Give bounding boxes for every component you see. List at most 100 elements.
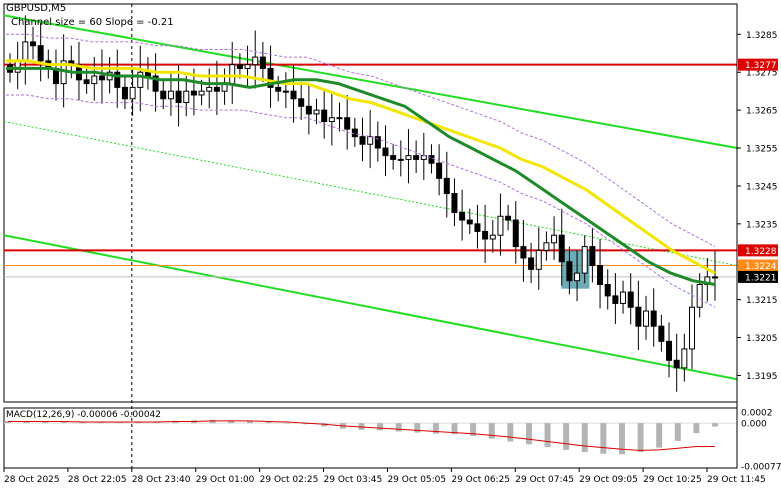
candle-body bbox=[436, 162, 443, 179]
candle-body bbox=[275, 86, 282, 92]
macd-histogram-bar bbox=[488, 423, 495, 439]
y-tick-label: 1.3275 bbox=[746, 69, 778, 79]
candle-body bbox=[551, 234, 558, 244]
candle-body bbox=[137, 71, 144, 88]
candle-body bbox=[666, 340, 673, 361]
candle-body bbox=[459, 211, 466, 221]
macd-histogram-bar bbox=[79, 422, 86, 424]
y-tick-label: 1.3285 bbox=[746, 31, 778, 41]
candle-body bbox=[558, 234, 565, 263]
macd-histogram-bar bbox=[321, 423, 328, 427]
envelope-lower-line bbox=[6, 94, 716, 308]
macd-tick-label: 0.000 bbox=[741, 420, 767, 430]
y-tick-label: 1.3235 bbox=[746, 220, 778, 230]
candle-body bbox=[566, 261, 573, 282]
candle-body bbox=[489, 234, 496, 240]
candle-body bbox=[627, 291, 634, 308]
candle-body bbox=[374, 136, 381, 149]
price-tag bbox=[738, 270, 778, 283]
candle-body bbox=[543, 242, 550, 251]
candle-body bbox=[236, 64, 243, 69]
candle-body bbox=[252, 56, 259, 66]
macd-histogram-bar bbox=[135, 422, 142, 424]
candle-body bbox=[305, 105, 312, 115]
macd-histogram-bar bbox=[284, 423, 291, 424]
macd-histogram-bar bbox=[451, 423, 458, 435]
candle-body bbox=[512, 219, 519, 248]
candle-body bbox=[650, 310, 657, 327]
candle-body bbox=[206, 86, 213, 92]
candle-body bbox=[574, 272, 581, 282]
candle-body bbox=[443, 177, 450, 195]
envelope-upper-line bbox=[6, 33, 716, 248]
x-tick-label: 29 Oct 01:00 bbox=[196, 475, 255, 485]
candle-body bbox=[451, 193, 458, 213]
macd-histogram-bar bbox=[23, 421, 30, 424]
macd-histogram-bar bbox=[209, 419, 216, 424]
macd-label: MACD(12,26,9) -0.00006 -0.00042 bbox=[6, 410, 162, 420]
candle-body bbox=[612, 295, 619, 304]
candle-body bbox=[497, 215, 504, 236]
x-tick-label: 29 Oct 11:45 bbox=[707, 475, 766, 485]
macd-histogram-bar bbox=[42, 421, 49, 424]
candle-body bbox=[382, 147, 389, 157]
price-tag-label: 1.3277 bbox=[745, 61, 777, 71]
candle-body bbox=[121, 86, 128, 100]
candle-body bbox=[390, 155, 397, 160]
symbol-label: GBPUSD,M5 bbox=[6, 3, 67, 14]
candle-body bbox=[658, 325, 665, 342]
macd-histogram-bar bbox=[395, 423, 402, 432]
candle-body bbox=[91, 75, 98, 85]
macd-histogram-bar bbox=[414, 423, 421, 433]
macd-histogram-bar bbox=[581, 423, 588, 453]
macd-histogram-bar bbox=[525, 423, 532, 445]
candle-body bbox=[282, 90, 289, 93]
candle-body bbox=[581, 246, 588, 274]
candle-body bbox=[183, 90, 190, 104]
candle-body bbox=[597, 265, 604, 285]
channel-upper-line bbox=[3, 14, 738, 150]
price-panel-frame bbox=[3, 3, 738, 403]
x-tick-label: 28 Oct 22:05 bbox=[68, 475, 127, 485]
candle-body bbox=[712, 276, 718, 279]
macd-histogram-bar bbox=[618, 423, 625, 455]
x-tick-label: 28 Oct 2025 bbox=[4, 475, 60, 485]
candle-body bbox=[535, 249, 542, 270]
candle-body bbox=[620, 291, 627, 304]
candle-body bbox=[643, 310, 650, 327]
candle-body bbox=[175, 90, 182, 104]
candle-body bbox=[689, 306, 696, 350]
candle-body bbox=[167, 90, 174, 100]
candle-body bbox=[83, 79, 90, 85]
macd-histogram-bar bbox=[265, 422, 272, 424]
candle-body bbox=[298, 98, 305, 107]
candle-body bbox=[505, 215, 512, 221]
x-tick-label: 29 Oct 10:25 bbox=[643, 475, 702, 485]
x-tick-label: 29 Oct 05:05 bbox=[387, 475, 446, 485]
x-tick-label: 28 Oct 23:40 bbox=[132, 475, 191, 485]
macd-histogram-bar bbox=[563, 423, 570, 450]
y-tick-label: 1.3255 bbox=[746, 145, 778, 155]
candle-body bbox=[336, 117, 343, 120]
candle-body bbox=[466, 219, 473, 225]
candle-body bbox=[520, 246, 527, 259]
candle-body bbox=[198, 90, 205, 96]
candle-body bbox=[359, 136, 366, 145]
macd-histogram-bar bbox=[377, 423, 384, 431]
candle-body bbox=[259, 56, 266, 69]
macd-histogram-bar bbox=[358, 423, 365, 430]
channel-lower-line bbox=[3, 234, 738, 381]
macd-histogram-bar bbox=[656, 423, 663, 448]
x-tick-label: 29 Oct 03:45 bbox=[324, 475, 383, 485]
macd-histogram-bar bbox=[5, 420, 11, 424]
candle-body bbox=[313, 109, 320, 115]
candle-body bbox=[482, 230, 489, 240]
macd-tick-label: 0.0002 bbox=[741, 409, 773, 419]
candle-body bbox=[405, 155, 412, 160]
macd-histogram-bar bbox=[228, 420, 235, 424]
macd-histogram-bar bbox=[60, 422, 67, 424]
candle-body bbox=[696, 283, 703, 308]
candle-body bbox=[589, 246, 596, 267]
macd-histogram-bar bbox=[302, 423, 309, 425]
